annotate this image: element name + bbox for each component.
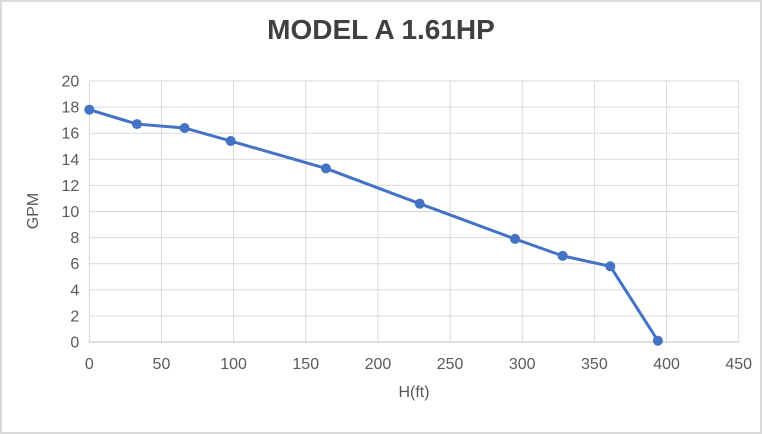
x-tick-label: 250	[437, 356, 464, 373]
data-point-marker	[225, 136, 236, 147]
y-tick-label: 14	[62, 152, 80, 169]
data-point-marker	[84, 104, 95, 115]
x-tick-label: 450	[725, 356, 752, 373]
y-tick-label: 2	[70, 308, 79, 325]
y-axis-title: GPM	[25, 192, 42, 230]
x-tick-label: 0	[85, 356, 94, 373]
data-point-marker	[510, 233, 521, 244]
y-tick-label: 6	[70, 256, 79, 273]
x-tick-label: 350	[581, 356, 608, 373]
data-point-marker	[414, 198, 425, 209]
data-point-marker	[179, 122, 190, 133]
y-tick-label: 18	[62, 100, 80, 117]
x-tick-label: 300	[509, 356, 536, 373]
y-tick-label: 10	[62, 204, 80, 221]
x-tick-label: 200	[365, 356, 392, 373]
data-point-marker	[131, 119, 142, 130]
data-series-line	[87, 108, 660, 343]
x-tick-label: 100	[220, 356, 247, 373]
data-point-marker	[605, 261, 616, 272]
y-tick-label: 20	[62, 74, 80, 91]
y-tick-label: 16	[62, 126, 80, 143]
y-tick-label: 8	[70, 230, 79, 247]
y-tick-label: 12	[62, 178, 80, 195]
chart-title: MODEL A 1.61HP	[267, 14, 495, 45]
data-point-marker	[652, 335, 663, 346]
x-tick-label: 150	[292, 356, 319, 373]
x-axis-title: H(ft)	[398, 384, 430, 401]
y-tick-label: 0	[70, 335, 79, 352]
x-tick-label: 50	[153, 356, 171, 373]
data-point-marker	[557, 250, 568, 261]
data-point-marker	[320, 163, 331, 174]
y-tick-label: 4	[70, 282, 79, 299]
x-tick-label: 400	[653, 356, 680, 373]
